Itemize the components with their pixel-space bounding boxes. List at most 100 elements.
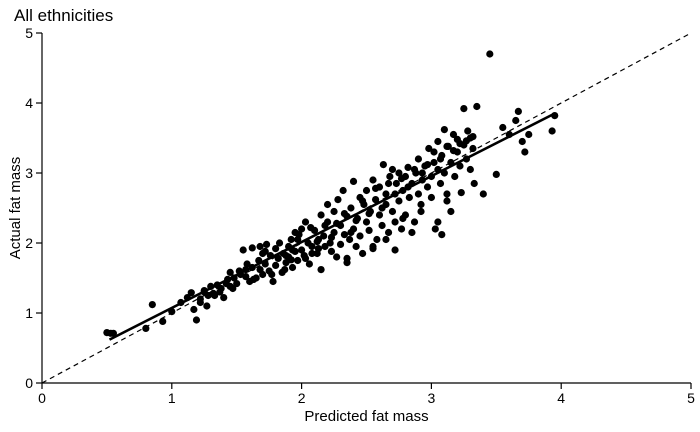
fit-line-layer bbox=[108, 112, 556, 341]
data-point bbox=[326, 239, 334, 247]
data-point bbox=[464, 127, 472, 135]
data-point bbox=[347, 204, 355, 212]
data-point bbox=[203, 302, 211, 310]
data-point bbox=[436, 179, 445, 188]
data-point bbox=[521, 148, 529, 156]
data-point bbox=[343, 254, 351, 262]
data-point bbox=[449, 147, 458, 155]
data-point bbox=[456, 162, 464, 170]
data-point bbox=[340, 210, 349, 218]
data-point bbox=[470, 179, 478, 188]
data-point bbox=[287, 256, 295, 264]
data-point bbox=[388, 165, 397, 174]
data-point bbox=[378, 221, 386, 230]
data-point bbox=[379, 161, 387, 169]
data-point bbox=[414, 190, 423, 198]
data-point bbox=[294, 235, 302, 244]
data-point bbox=[196, 298, 204, 307]
data-point bbox=[209, 289, 217, 297]
data-point bbox=[382, 190, 390, 198]
data-point bbox=[323, 200, 332, 209]
data-point bbox=[443, 142, 451, 150]
data-point bbox=[457, 189, 465, 197]
data-point bbox=[434, 137, 442, 146]
data-point bbox=[226, 282, 234, 290]
data-point bbox=[456, 140, 464, 148]
data-point bbox=[384, 228, 393, 237]
y-tick-label: 1 bbox=[25, 305, 33, 321]
data-point bbox=[282, 252, 290, 260]
data-point bbox=[305, 260, 313, 268]
data-point bbox=[469, 144, 477, 153]
data-point bbox=[233, 280, 241, 288]
points-layer bbox=[103, 50, 559, 337]
data-point bbox=[275, 239, 284, 247]
data-point bbox=[313, 238, 321, 246]
data-point bbox=[148, 301, 156, 309]
x-axis-title: Predicted fat mass bbox=[304, 408, 428, 425]
data-point bbox=[362, 186, 371, 195]
data-point bbox=[404, 163, 412, 171]
x-ticks: 0 1 2 3 4 5 bbox=[38, 383, 695, 406]
data-point bbox=[336, 240, 345, 248]
data-point bbox=[334, 196, 342, 204]
data-point bbox=[512, 116, 520, 125]
data-point bbox=[352, 242, 360, 251]
data-point bbox=[340, 231, 349, 239]
data-point bbox=[417, 207, 425, 216]
data-point bbox=[249, 275, 258, 283]
reference-line-layer bbox=[41, 32, 692, 384]
data-point bbox=[371, 196, 380, 204]
data-point bbox=[423, 183, 432, 191]
data-point bbox=[449, 130, 458, 139]
data-point bbox=[430, 148, 438, 156]
data-point bbox=[339, 186, 347, 195]
data-point bbox=[423, 161, 432, 169]
data-point bbox=[371, 184, 380, 192]
data-point bbox=[288, 263, 297, 272]
data-point bbox=[447, 207, 455, 216]
data-point bbox=[373, 235, 381, 244]
data-point bbox=[347, 228, 355, 237]
data-point bbox=[369, 242, 377, 251]
data-point bbox=[365, 226, 373, 234]
data-point bbox=[327, 233, 336, 241]
data-point bbox=[220, 294, 228, 302]
data-point bbox=[192, 316, 201, 324]
data-point bbox=[391, 218, 399, 226]
data-point bbox=[308, 242, 316, 251]
data-point bbox=[395, 169, 403, 177]
data-point bbox=[294, 256, 302, 265]
plot-area bbox=[41, 32, 692, 384]
data-point bbox=[382, 235, 390, 244]
data-point bbox=[431, 225, 439, 233]
data-point bbox=[378, 204, 386, 212]
data-point bbox=[142, 324, 150, 332]
data-point bbox=[321, 221, 329, 230]
x-tick-label: 3 bbox=[428, 390, 436, 406]
data-point bbox=[239, 246, 247, 254]
data-point bbox=[499, 123, 507, 132]
data-point bbox=[397, 225, 406, 233]
data-point bbox=[443, 190, 451, 198]
data-point bbox=[274, 254, 282, 262]
data-point bbox=[417, 200, 425, 209]
data-point bbox=[248, 244, 256, 252]
data-point bbox=[466, 165, 474, 174]
regression-fit-line bbox=[108, 112, 556, 341]
data-point bbox=[272, 261, 280, 269]
data-point bbox=[479, 190, 487, 198]
data-point bbox=[187, 289, 195, 297]
data-point bbox=[356, 232, 364, 240]
data-point bbox=[388, 207, 397, 216]
data-point bbox=[451, 172, 459, 181]
data-point bbox=[548, 127, 556, 135]
data-point bbox=[317, 211, 325, 219]
x-tick-label: 1 bbox=[168, 390, 176, 406]
y-tick-label: 0 bbox=[25, 375, 33, 391]
data-point bbox=[369, 176, 377, 184]
data-point bbox=[375, 211, 384, 219]
chart-title: All ethnicities bbox=[14, 6, 113, 25]
data-point bbox=[514, 107, 522, 115]
